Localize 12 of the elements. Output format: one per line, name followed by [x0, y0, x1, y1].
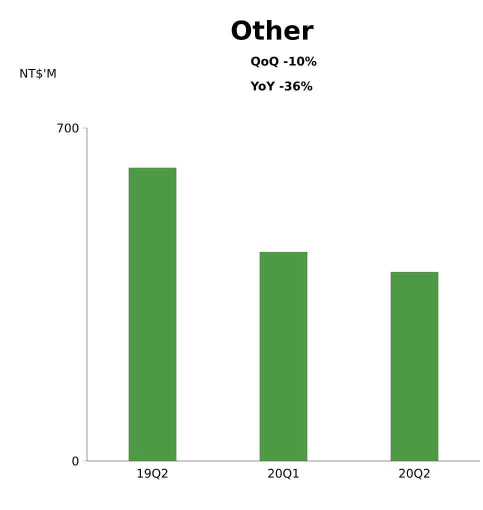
x-tick-label: 20Q1 [268, 468, 299, 480]
bar [260, 252, 308, 461]
x-tick-label: 19Q2 [138, 468, 168, 480]
bar [390, 272, 438, 461]
chart-title: Other [232, 20, 314, 40]
x-tick-label: 20Q2 [399, 468, 430, 480]
bar [128, 168, 176, 461]
y-axis-title: NT$'M [20, 68, 56, 80]
y-tick-label: 700 [57, 123, 78, 133]
text: QoQ -10% [251, 56, 316, 68]
text: YoY -36% [250, 81, 312, 91]
y-tick-label: 0 [72, 456, 78, 466]
